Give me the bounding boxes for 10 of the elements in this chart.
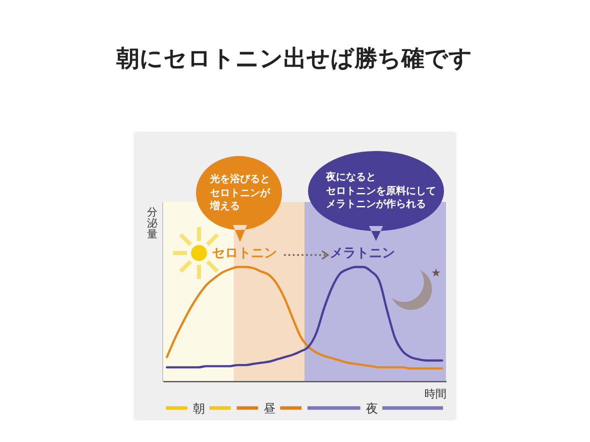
- x-tick-label: 昼: [264, 402, 276, 416]
- text: 夜になるとセロトニンを原料にしてメラトニンが作られる: [326, 171, 437, 212]
- chart-title: 朝にセロトニン出せば勝ち確です: [116, 46, 472, 72]
- text: 光を浴びるとセロトニンが増える: [210, 173, 271, 214]
- x-tick-label: 夜: [366, 402, 378, 416]
- y-axis-title: 分泌量: [147, 206, 158, 240]
- series-label: セロトニン: [212, 246, 278, 261]
- series-label: メラトニン: [330, 246, 396, 261]
- x-tick-label: 朝: [192, 402, 205, 416]
- x-axis-title: 時間: [424, 388, 446, 400]
